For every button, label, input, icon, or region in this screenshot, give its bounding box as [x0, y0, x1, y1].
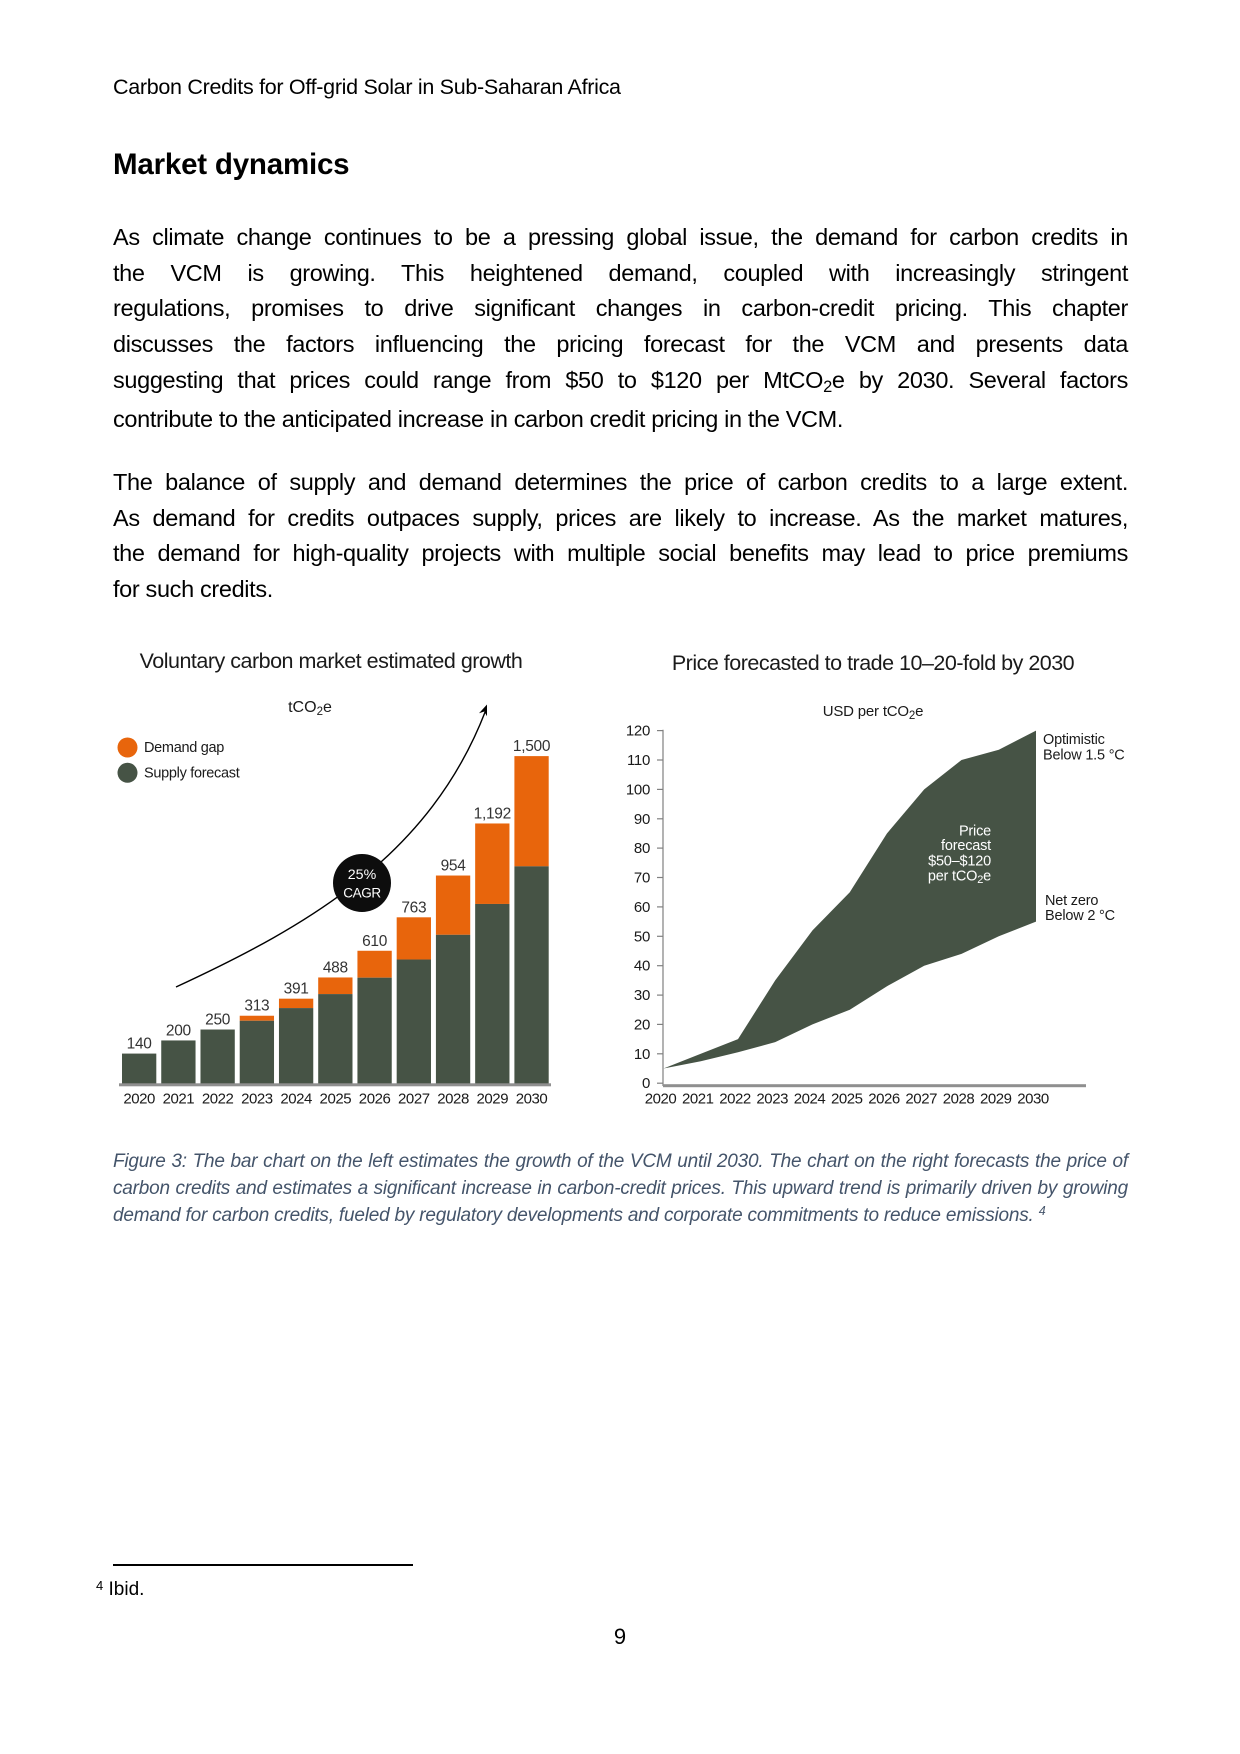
svg-text:2029: 2029 [477, 1091, 509, 1108]
svg-text:610: 610 [362, 933, 388, 950]
svg-text:2021: 2021 [682, 1091, 714, 1108]
svg-text:2023: 2023 [241, 1091, 273, 1108]
svg-text:200: 200 [166, 1022, 192, 1039]
svg-text:2025: 2025 [831, 1091, 863, 1108]
svg-text:1,192: 1,192 [474, 805, 511, 822]
svg-text:50: 50 [634, 928, 650, 945]
svg-text:100: 100 [626, 781, 650, 798]
svg-text:2028: 2028 [437, 1091, 469, 1108]
svg-text:2024: 2024 [794, 1091, 826, 1108]
svg-text:2030: 2030 [1017, 1091, 1049, 1108]
svg-text:20: 20 [634, 1016, 650, 1033]
svg-text:80: 80 [634, 840, 650, 857]
svg-text:954: 954 [441, 858, 467, 875]
svg-text:forecast: forecast [941, 838, 991, 854]
svg-text:90: 90 [634, 811, 650, 828]
svg-text:2028: 2028 [943, 1091, 975, 1108]
svg-text:2026: 2026 [359, 1091, 391, 1108]
svg-text:120: 120 [626, 723, 650, 740]
svg-text:2020: 2020 [645, 1091, 677, 1108]
svg-text:30: 30 [634, 987, 650, 1004]
svg-text:2024: 2024 [280, 1091, 312, 1108]
svg-text:per tCO2e: per tCO2e [928, 869, 991, 887]
svg-text:0: 0 [642, 1075, 650, 1092]
svg-text:Demand gap: Demand gap [144, 740, 224, 756]
svg-text:60: 60 [634, 899, 650, 916]
svg-text:Price forecasted to trade 10–2: Price forecasted to trade 10–20-fold by … [672, 651, 1075, 675]
svg-text:Below 2 °C: Below 2 °C [1045, 908, 1115, 924]
svg-text:140: 140 [127, 1036, 153, 1053]
svg-text:2027: 2027 [905, 1091, 937, 1108]
svg-text:tCO2e: tCO2e [288, 699, 332, 718]
svg-text:Net zero: Net zero [1045, 893, 1098, 909]
svg-text:Price: Price [959, 824, 991, 840]
svg-text:488: 488 [323, 959, 348, 976]
svg-text:250: 250 [205, 1012, 231, 1029]
svg-text:763: 763 [401, 899, 426, 916]
svg-text:313: 313 [244, 998, 269, 1015]
svg-text:Supply forecast: Supply forecast [144, 766, 240, 782]
svg-text:CAGR: CAGR [343, 886, 381, 901]
svg-text:Voluntary carbon market estima: Voluntary carbon market estimated growth [140, 649, 523, 673]
svg-text:2021: 2021 [163, 1091, 195, 1108]
svg-text:2023: 2023 [756, 1091, 788, 1108]
svg-text:70: 70 [634, 870, 650, 887]
svg-text:2029: 2029 [980, 1091, 1012, 1108]
svg-text:$50–$120: $50–$120 [928, 854, 991, 870]
svg-text:110: 110 [627, 752, 650, 769]
svg-text:40: 40 [634, 958, 650, 975]
svg-text:391: 391 [284, 981, 309, 998]
svg-text:USD per tCO2e: USD per tCO2e [823, 703, 924, 722]
svg-text:2025: 2025 [320, 1091, 352, 1108]
svg-text:2020: 2020 [123, 1091, 155, 1108]
svg-text:1,500: 1,500 [513, 738, 551, 755]
svg-text:2027: 2027 [398, 1091, 430, 1108]
svg-text:Below 1.5 °C: Below 1.5 °C [1043, 748, 1125, 764]
svg-text:2022: 2022 [202, 1091, 234, 1108]
svg-text:2022: 2022 [719, 1091, 751, 1108]
svg-text:2026: 2026 [868, 1091, 900, 1108]
svg-text:10: 10 [634, 1046, 650, 1063]
svg-text:Optimistic: Optimistic [1043, 732, 1105, 748]
svg-text:25%: 25% [348, 867, 377, 883]
svg-text:2030: 2030 [516, 1091, 548, 1108]
